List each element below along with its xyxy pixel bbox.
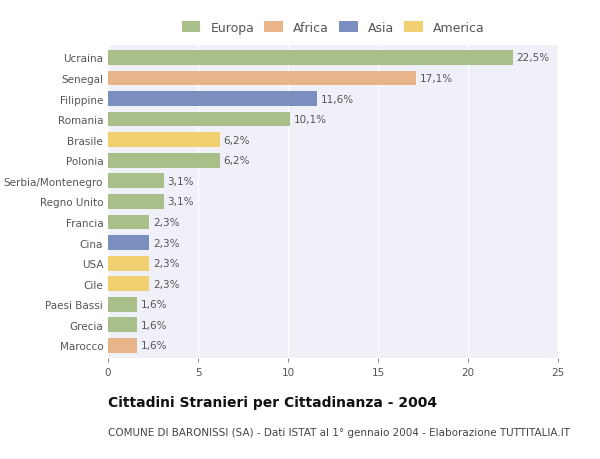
Legend: Europa, Africa, Asia, America: Europa, Africa, Asia, America: [178, 18, 488, 38]
Text: 2,3%: 2,3%: [153, 218, 179, 228]
Text: 1,6%: 1,6%: [140, 320, 167, 330]
Bar: [108, 174, 164, 189]
Text: 22,5%: 22,5%: [517, 53, 550, 63]
Text: 10,1%: 10,1%: [293, 115, 326, 125]
Bar: [108, 112, 290, 127]
Text: 3,1%: 3,1%: [167, 197, 194, 207]
Bar: [108, 71, 416, 86]
Text: 17,1%: 17,1%: [419, 74, 452, 84]
Bar: [108, 338, 137, 353]
Bar: [108, 318, 137, 333]
Text: 1,6%: 1,6%: [140, 300, 167, 310]
Bar: [108, 133, 220, 148]
Bar: [108, 277, 149, 291]
Bar: [108, 256, 149, 271]
Text: 2,3%: 2,3%: [153, 238, 179, 248]
Text: 2,3%: 2,3%: [153, 258, 179, 269]
Bar: [108, 92, 317, 106]
Bar: [108, 297, 137, 312]
Bar: [108, 215, 149, 230]
Bar: [108, 153, 220, 168]
Bar: [108, 195, 164, 209]
Text: 2,3%: 2,3%: [153, 279, 179, 289]
Text: 6,2%: 6,2%: [223, 156, 250, 166]
Text: 11,6%: 11,6%: [320, 94, 353, 104]
Bar: [108, 235, 149, 251]
Text: Cittadini Stranieri per Cittadinanza - 2004: Cittadini Stranieri per Cittadinanza - 2…: [108, 395, 437, 409]
Text: 1,6%: 1,6%: [140, 341, 167, 351]
Text: COMUNE DI BARONISSI (SA) - Dati ISTAT al 1° gennaio 2004 - Elaborazione TUTTITAL: COMUNE DI BARONISSI (SA) - Dati ISTAT al…: [108, 427, 570, 437]
Bar: [108, 51, 513, 66]
Text: 6,2%: 6,2%: [223, 135, 250, 146]
Text: 3,1%: 3,1%: [167, 176, 194, 186]
